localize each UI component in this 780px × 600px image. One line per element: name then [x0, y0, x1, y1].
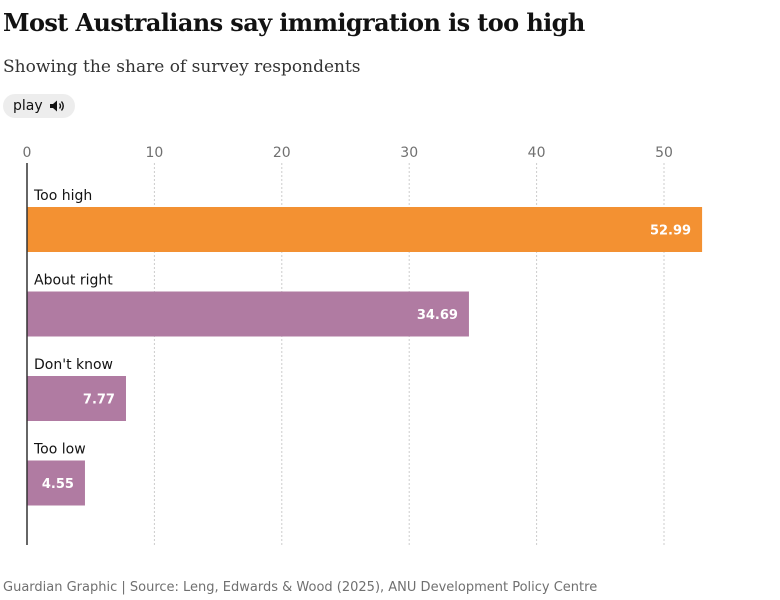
value-label: 52.99 [650, 224, 691, 239]
x-tick-label: 40 [528, 145, 546, 161]
chart-title: Most Australians say immigration is too … [3, 8, 585, 37]
bar [27, 207, 703, 252]
play-label: play [13, 98, 43, 114]
play-audio-button[interactable]: play [3, 94, 75, 118]
source-note: Guardian Graphic | Source: Leng, Edwards… [3, 580, 598, 595]
value-label: 4.55 [42, 477, 74, 492]
category-label: Don't know [34, 357, 113, 373]
category-label: Too high [33, 188, 92, 204]
x-tick-label: 10 [145, 145, 163, 161]
category-label: About right [34, 273, 113, 289]
category-label: Too low [33, 442, 86, 458]
x-tick-label: 0 [23, 145, 32, 161]
bar [27, 460, 85, 506]
bar [27, 376, 126, 421]
value-label: 7.77 [83, 393, 115, 408]
bar [27, 291, 469, 337]
speaker-icon [49, 99, 67, 113]
x-tick-label: 20 [273, 145, 291, 161]
x-tick-label: 30 [400, 145, 418, 161]
value-label: 34.69 [417, 308, 458, 323]
chart-subtitle: Showing the share of survey respondents [3, 57, 361, 77]
x-tick-label: 50 [655, 145, 673, 161]
